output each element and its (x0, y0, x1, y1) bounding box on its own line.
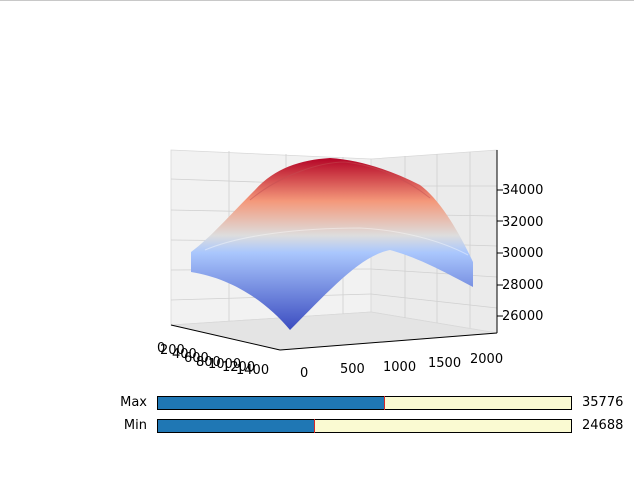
min-slider-row: Min 24688 (0, 418, 634, 438)
z-axis: 26000 28000 30000 32000 34000 (496, 150, 543, 333)
x-tick-label: 2000 (470, 352, 503, 367)
max-slider-row: Max 35776 (0, 395, 634, 415)
z-tick-label: 26000 (502, 309, 543, 324)
y-axis: 0 200 400 600 800 1000 1200 1400 (157, 324, 281, 378)
max-slider[interactable] (157, 396, 572, 410)
y-tick-label: 400 (172, 347, 197, 362)
min-slider-fill (158, 420, 314, 432)
x-axis: 0 500 1000 1500 2000 (279, 332, 503, 380)
z-tick-label: 28000 (502, 278, 543, 293)
x-tick-label: 500 (340, 362, 365, 377)
x-tick-label: 1500 (428, 356, 461, 371)
y-tick-label: 1200 (222, 360, 255, 375)
max-slider-handle[interactable] (384, 396, 386, 410)
min-slider[interactable] (157, 419, 572, 433)
min-slider-value: 24688 (582, 418, 624, 433)
x-tick-label: 0 (300, 366, 308, 380)
y-tick-label: 600 (184, 351, 209, 366)
z-tick-label: 30000 (502, 246, 543, 261)
y-tick-label: 1400 (236, 363, 269, 378)
y-tick-label: 800 (196, 355, 221, 370)
x-tick-label: 1000 (383, 360, 416, 375)
max-slider-label: Max (120, 395, 147, 410)
surface-plot-3d[interactable]: 26000 28000 30000 32000 34000 0 500 1000… (0, 0, 634, 380)
z-tick-label: 34000 (502, 183, 543, 198)
y-tick-label: 0 (157, 341, 165, 356)
min-slider-handle[interactable] (313, 419, 315, 433)
max-slider-value: 35776 (582, 395, 624, 410)
surface-mesh (191, 158, 473, 330)
window-top-border (0, 0, 634, 1)
y-tick-label: 1000 (208, 357, 241, 372)
min-slider-label: Min (123, 418, 147, 433)
max-slider-fill (158, 397, 385, 409)
y-tick-label: 200 (160, 343, 185, 358)
z-tick-label: 32000 (502, 215, 543, 230)
